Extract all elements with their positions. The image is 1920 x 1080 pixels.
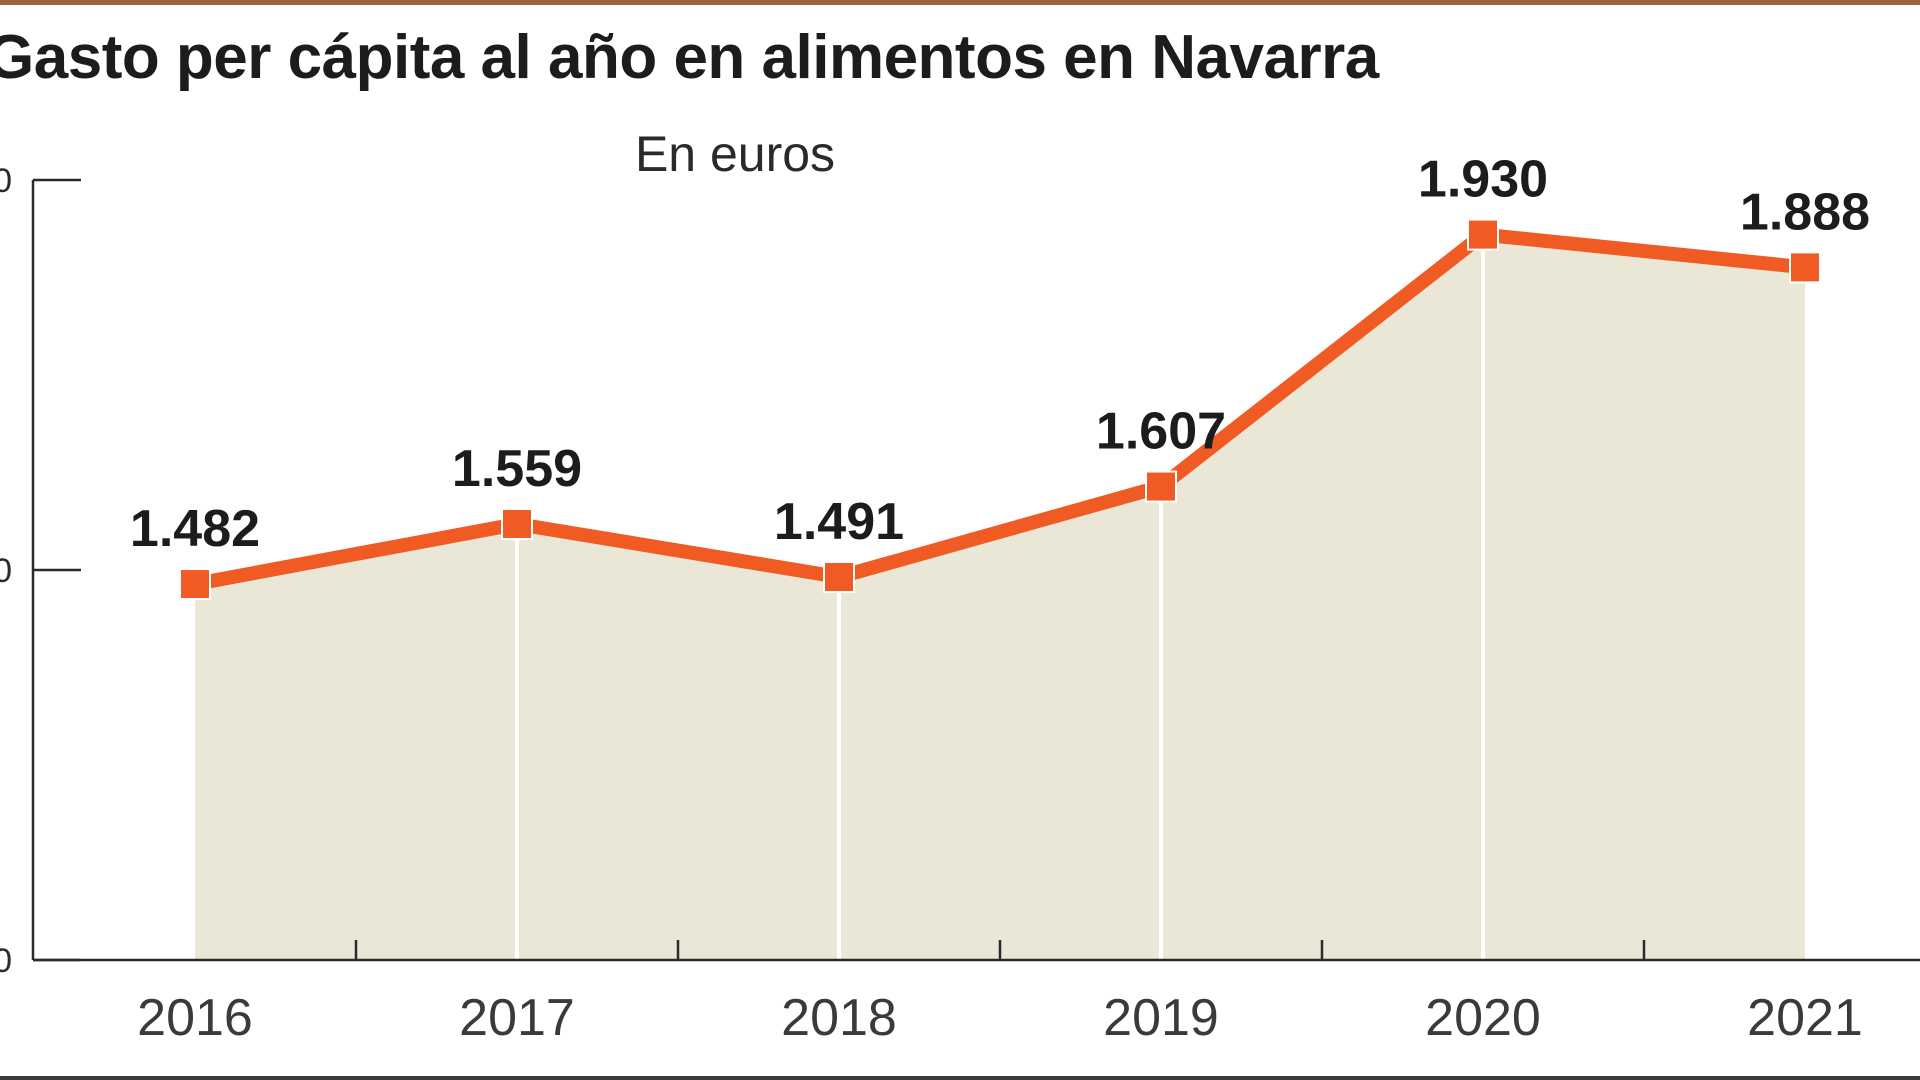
markers [179,218,1821,601]
value-label-2021: 1.888 [1740,183,1870,241]
value-labels: 1.482 1.559 1.491 1.607 1.930 1.888 [130,151,1870,558]
area-fill [195,234,1805,961]
value-label-2020: 1.930 [1418,151,1548,209]
y-tick-label-2: 0 [0,162,12,200]
y-tick-label-0: 0 [0,942,12,980]
bottom-rule [0,1076,1920,1080]
data-point-2019 [1145,470,1177,503]
value-label-2017: 1.559 [452,440,582,498]
series-line [193,227,1806,591]
x-tick-label-2018: 2018 [781,989,897,1047]
drop-lines [515,234,1485,960]
value-label-2016: 1.482 [130,500,260,558]
y-tick-labels: 0 0 0 [0,162,12,980]
data-point-2016 [179,568,211,601]
x-tick-label-2020: 2020 [1425,989,1541,1047]
x-tick-label-2016: 2016 [137,989,253,1047]
chart-title: Gasto per cápita al año en alimentos en … [0,23,1379,92]
value-label-2019: 1.607 [1096,403,1226,461]
y-tick-label-1: 0 [0,552,12,590]
top-rule [0,0,1920,5]
data-point-2018 [823,561,855,594]
data-point-2021 [1789,251,1821,284]
x-tick-labels: 2016 2017 2018 2019 2020 2021 [137,989,1863,1047]
chart-subtitle: En euros [635,126,835,182]
data-point-2017 [501,507,533,540]
data-point-2020 [1467,218,1499,251]
x-tick-label-2017: 2017 [459,989,575,1047]
x-tick-label-2021: 2021 [1747,989,1863,1047]
value-label-2018: 1.491 [774,493,904,551]
x-tick-label-2019: 2019 [1103,989,1219,1047]
axes [31,178,1920,962]
